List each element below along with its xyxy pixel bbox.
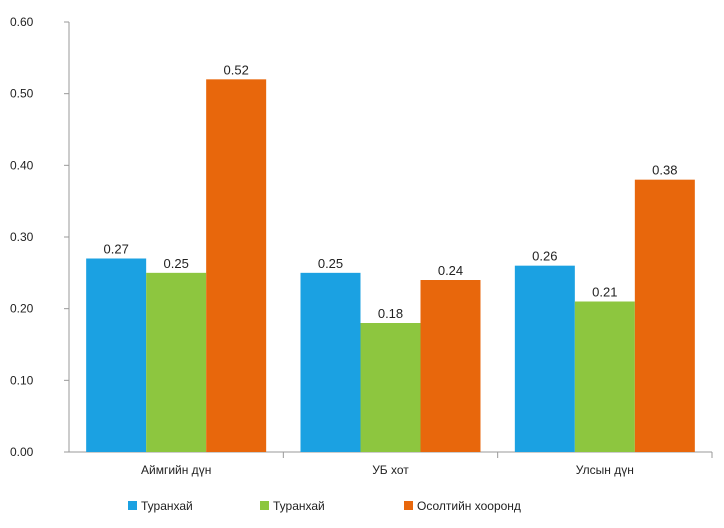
bar	[574, 301, 635, 452]
bars	[86, 79, 695, 452]
data-label: 0.27	[104, 242, 129, 257]
axes: 0.00 0.10 0.20 0.30 0.40 0.50 0.60 Аймгийн дүн У…	[10, 15, 713, 477]
y-tick-label: 0.60	[10, 15, 34, 29]
legend-label: Туранхай	[141, 499, 193, 513]
data-label: 0.38	[652, 163, 677, 178]
bar	[300, 272, 361, 452]
y-tick-label: 0.10	[10, 373, 34, 387]
data-label: 0.52	[224, 62, 249, 77]
bar	[146, 272, 207, 452]
y-tick-label: 0.40	[10, 158, 34, 172]
y-tick-label: 0.20	[10, 302, 34, 316]
y-tick-label: 0.50	[10, 87, 34, 101]
data-label: 0.25	[164, 256, 189, 271]
data-label: 0.26	[532, 249, 557, 264]
y-tick-label: 0.30	[10, 230, 34, 244]
legend-swatch	[260, 501, 269, 510]
bar	[420, 280, 481, 452]
data-label: 0.21	[592, 285, 617, 300]
data-label: 0.24	[438, 263, 463, 278]
bar	[206, 79, 267, 452]
data-label: 0.25	[318, 256, 343, 271]
y-tick-label: 0.00	[10, 445, 34, 459]
legend-swatch	[404, 501, 413, 510]
data-label: 0.18	[378, 306, 403, 321]
legend-label: Туранхай	[273, 499, 325, 513]
legend-label: Осолтийн хооронд	[417, 499, 521, 513]
legend-swatch	[128, 501, 137, 510]
bar	[360, 323, 421, 452]
x-tick-label: Улсын дүн	[576, 463, 634, 477]
legend: Туранхай Туранхай Осолтийн хооронд	[128, 499, 521, 513]
bar	[86, 258, 147, 452]
data-labels: 0.27 0.25 0.52 0.25 0.18 0.24 0.26 0.21 0.38	[104, 62, 678, 321]
bar	[514, 265, 575, 452]
x-tick-label: Аймгийн дүн	[141, 463, 211, 477]
x-tick-label: УБ хот	[372, 463, 409, 477]
bar	[634, 179, 695, 452]
